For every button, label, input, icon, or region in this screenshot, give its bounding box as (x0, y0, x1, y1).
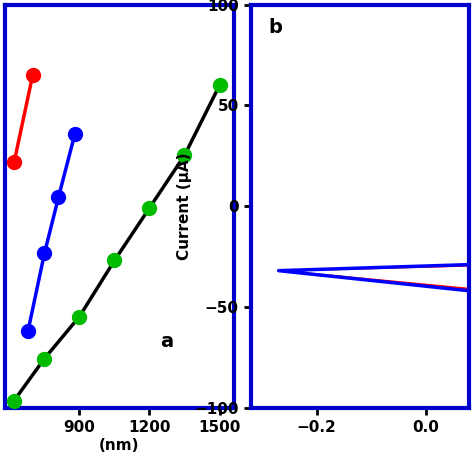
X-axis label: (nm): (nm) (99, 438, 139, 453)
Text: a: a (160, 332, 173, 351)
Text: b: b (269, 18, 283, 37)
Y-axis label: Current (μA): Current (μA) (177, 153, 191, 260)
